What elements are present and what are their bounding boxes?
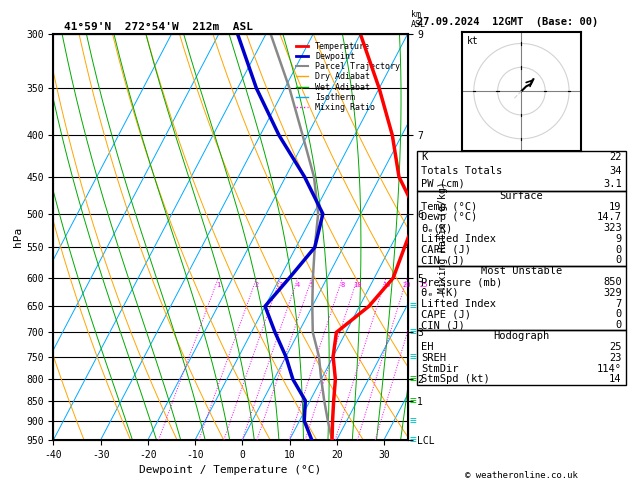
Text: Lifted Index: Lifted Index (421, 298, 496, 309)
Text: Temp (°C): Temp (°C) (421, 202, 477, 212)
Text: ≡: ≡ (409, 396, 416, 406)
Text: ≡: ≡ (409, 374, 416, 384)
Text: 850: 850 (603, 277, 621, 287)
Text: PW (cm): PW (cm) (421, 179, 465, 189)
Text: 25: 25 (420, 282, 428, 288)
Text: 14: 14 (609, 375, 621, 384)
Text: 0: 0 (615, 244, 621, 255)
Text: Lifted Index: Lifted Index (421, 234, 496, 244)
Text: 34: 34 (609, 166, 621, 175)
Text: 2: 2 (255, 282, 259, 288)
Text: 14.7: 14.7 (597, 212, 621, 223)
Text: 5: 5 (309, 282, 314, 288)
Text: ≡: ≡ (409, 327, 416, 337)
Text: ≡: ≡ (409, 351, 416, 362)
Text: 114°: 114° (597, 364, 621, 374)
Text: CAPE (J): CAPE (J) (421, 309, 471, 319)
Text: ≡: ≡ (409, 416, 416, 426)
Text: 19: 19 (609, 202, 621, 212)
Text: 23: 23 (609, 353, 621, 363)
Text: 41°59'N  272°54'W  212m  ASL: 41°59'N 272°54'W 212m ASL (64, 22, 253, 32)
Text: 0: 0 (615, 256, 621, 265)
Text: 20: 20 (403, 282, 411, 288)
Text: kt: kt (467, 36, 479, 46)
Text: 0: 0 (615, 320, 621, 330)
Y-axis label: hPa: hPa (13, 227, 23, 247)
Text: CIN (J): CIN (J) (421, 256, 465, 265)
Text: Surface: Surface (499, 191, 543, 201)
Text: StmDir: StmDir (421, 364, 459, 374)
Text: ≡: ≡ (409, 301, 416, 311)
Text: CAPE (J): CAPE (J) (421, 244, 471, 255)
Text: θₑ (K): θₑ (K) (421, 288, 459, 298)
Text: 22: 22 (609, 152, 621, 162)
Text: 25: 25 (609, 342, 621, 352)
Text: K: K (421, 152, 428, 162)
Text: km
ASL: km ASL (411, 10, 426, 29)
Text: 8: 8 (340, 282, 345, 288)
Text: Dewp (°C): Dewp (°C) (421, 212, 477, 223)
Text: 323: 323 (603, 223, 621, 233)
Text: EH: EH (421, 342, 434, 352)
X-axis label: Dewpoint / Temperature (°C): Dewpoint / Temperature (°C) (140, 465, 321, 475)
Text: 10: 10 (353, 282, 362, 288)
Text: 9: 9 (615, 234, 621, 244)
Text: 1: 1 (216, 282, 220, 288)
Text: θₑ(K): θₑ(K) (421, 223, 452, 233)
Text: Pressure (mb): Pressure (mb) (421, 277, 503, 287)
Text: StmSpd (kt): StmSpd (kt) (421, 375, 490, 384)
Text: SREH: SREH (421, 353, 446, 363)
Text: Most Unstable: Most Unstable (481, 266, 562, 276)
Text: CIN (J): CIN (J) (421, 320, 465, 330)
Text: 4: 4 (296, 282, 300, 288)
Text: © weatheronline.co.uk: © weatheronline.co.uk (465, 471, 578, 480)
Legend: Temperature, Dewpoint, Parcel Trajectory, Dry Adiabat, Wet Adiabat, Isotherm, Mi: Temperature, Dewpoint, Parcel Trajectory… (292, 38, 403, 115)
Text: 3.1: 3.1 (603, 179, 621, 189)
Text: 7: 7 (615, 298, 621, 309)
Text: 15: 15 (382, 282, 390, 288)
Y-axis label: Mixing Ratio (g/kg): Mixing Ratio (g/kg) (438, 181, 448, 293)
Text: 3: 3 (278, 282, 282, 288)
Text: Totals Totals: Totals Totals (421, 166, 503, 175)
Text: ≡: ≡ (409, 435, 416, 445)
Text: Hodograph: Hodograph (493, 331, 550, 341)
Text: 0: 0 (615, 309, 621, 319)
Text: 27.09.2024  12GMT  (Base: 00): 27.09.2024 12GMT (Base: 00) (417, 17, 598, 27)
Text: 329: 329 (603, 288, 621, 298)
